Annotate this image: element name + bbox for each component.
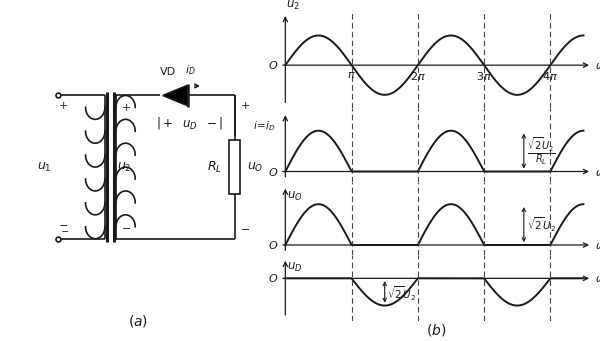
Bar [229, 140, 240, 194]
Text: $+$: $+$ [121, 102, 131, 113]
Text: $3\pi$: $3\pi$ [476, 70, 492, 81]
Text: $u_2$: $u_2$ [286, 0, 300, 12]
Text: $u_1$: $u_1$ [37, 161, 52, 174]
Text: $O$: $O$ [268, 272, 278, 284]
Text: $\omega t$: $\omega t$ [595, 239, 600, 251]
Text: $|+\ \ u_D\ \ -|$: $|+\ \ u_D\ \ -|$ [156, 115, 223, 131]
Text: $\omega t$: $\omega t$ [595, 165, 600, 178]
Text: $+$: $+$ [58, 100, 68, 111]
Text: $i_D$: $i_D$ [185, 63, 196, 77]
Polygon shape [163, 85, 188, 106]
Text: $(b)$: $(b)$ [426, 322, 447, 338]
Text: $-$̲: $-$̲ [58, 223, 69, 234]
Text: VD: VD [160, 67, 176, 77]
Text: $(a)$: $(a)$ [128, 313, 148, 328]
Text: $4\pi$: $4\pi$ [542, 70, 558, 81]
Text: $O$: $O$ [268, 165, 278, 178]
Text: $\sqrt{2}U_2$: $\sqrt{2}U_2$ [387, 284, 416, 302]
Text: $R_L$: $R_L$ [207, 160, 222, 175]
Text: $u_O$: $u_O$ [247, 161, 263, 174]
Text: $u_D$: $u_D$ [287, 261, 303, 274]
Text: $-$: $-$ [121, 222, 131, 232]
Text: $i\!=\!i_D$: $i\!=\!i_D$ [253, 120, 276, 133]
Text: $\omega t$: $\omega t$ [595, 272, 600, 284]
Text: $2\pi$: $2\pi$ [410, 70, 426, 81]
Text: $\sqrt{2}U_2$: $\sqrt{2}U_2$ [527, 216, 556, 234]
Text: $\omega t$: $\omega t$ [595, 59, 600, 71]
Text: $O$: $O$ [268, 59, 278, 71]
Text: $\pi$: $\pi$ [347, 70, 356, 79]
Text: $u_2$: $u_2$ [117, 161, 131, 174]
Text: $-$: $-$ [240, 223, 250, 234]
Text: $+$: $+$ [240, 100, 250, 111]
Text: $u_O$: $u_O$ [287, 190, 303, 203]
Text: $O$: $O$ [268, 239, 278, 251]
Text: $\dfrac{\sqrt{2}U_2}{R_L}$: $\dfrac{\sqrt{2}U_2}{R_L}$ [527, 135, 556, 167]
